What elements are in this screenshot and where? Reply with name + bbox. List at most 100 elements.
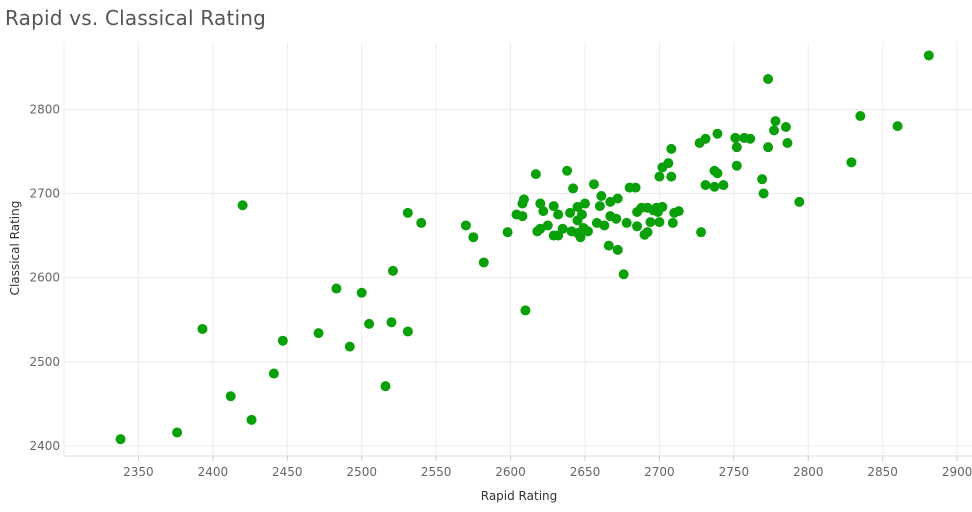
x-tick-label: 2350	[123, 465, 154, 479]
x-tick-label: 2450	[272, 465, 303, 479]
data-point	[502, 227, 513, 238]
data-point	[769, 125, 780, 136]
data-point	[763, 142, 774, 153]
data-point	[794, 196, 805, 207]
data-point	[588, 179, 599, 190]
y-tick-label: 2800	[29, 102, 60, 116]
data-point	[654, 217, 665, 228]
data-point	[709, 181, 720, 192]
data-point	[579, 198, 590, 209]
data-point	[632, 206, 643, 217]
data-point	[478, 257, 489, 268]
data-point	[197, 323, 208, 334]
data-point	[535, 198, 546, 209]
data-point	[712, 128, 723, 139]
data-point	[718, 180, 729, 191]
data-point	[542, 220, 553, 231]
data-point	[380, 381, 391, 392]
data-point	[582, 226, 593, 237]
x-tick-label: 2400	[198, 465, 229, 479]
data-point	[780, 121, 791, 132]
x-axis-label: Rapid Rating	[481, 489, 558, 503]
data-point	[386, 317, 397, 328]
data-point	[572, 201, 583, 212]
data-point	[344, 341, 355, 352]
x-tick-label: 2550	[421, 465, 452, 479]
x-tick-label: 2750	[719, 465, 750, 479]
y-tick-label: 2400	[29, 439, 60, 453]
x-axis-ticks: 2350 2400 2450 2500 2550 2600 2650 2700 2750 2800…	[123, 456, 972, 479]
data-point	[416, 217, 427, 228]
data-point	[268, 368, 279, 379]
data-point	[517, 198, 528, 209]
x-tick-label: 2800	[793, 465, 824, 479]
data-point	[603, 240, 614, 251]
data-point	[652, 206, 663, 217]
x-tick-label: 2900	[942, 465, 972, 479]
data-point	[923, 50, 934, 61]
data-point	[356, 287, 367, 298]
data-point	[621, 217, 632, 228]
chart-title: Rapid vs. Classical Rating	[5, 6, 267, 30]
data-point	[731, 142, 742, 153]
data-point	[654, 171, 665, 182]
data-point	[553, 230, 564, 241]
data-point	[666, 171, 677, 182]
data-point	[548, 201, 559, 212]
data-point	[313, 328, 324, 339]
data-point	[237, 200, 248, 211]
x-tick-label: 2600	[495, 465, 526, 479]
y-axis-label: Classical Rating	[8, 201, 22, 296]
y-tick-label: 2700	[29, 186, 60, 200]
data-point	[364, 318, 375, 329]
data-point	[511, 209, 522, 220]
data-point	[618, 269, 629, 280]
data-point	[770, 116, 781, 127]
data-points	[115, 50, 934, 445]
data-point	[745, 133, 756, 144]
data-point	[246, 414, 257, 425]
data-point	[639, 229, 650, 240]
data-point	[387, 265, 398, 276]
data-point	[657, 162, 668, 173]
data-point	[846, 157, 857, 168]
data-point	[530, 169, 541, 180]
data-point	[730, 132, 741, 143]
data-point	[611, 213, 622, 224]
data-point	[331, 283, 342, 294]
y-axis-ticks: 2400 2500 2600 2700 2800	[29, 102, 60, 453]
y-tick-label: 2600	[29, 271, 60, 285]
data-point	[612, 193, 623, 204]
data-point	[763, 74, 774, 85]
data-point	[632, 221, 643, 232]
data-point	[782, 137, 793, 148]
data-point	[277, 335, 288, 346]
data-point	[696, 227, 707, 238]
data-point	[568, 183, 579, 194]
data-point	[225, 391, 236, 402]
data-point	[630, 182, 641, 193]
data-point	[594, 201, 605, 212]
data-point	[700, 180, 711, 191]
data-point	[599, 220, 610, 231]
data-point	[553, 209, 564, 220]
data-point	[731, 160, 742, 171]
x-tick-label: 2700	[644, 465, 675, 479]
data-point	[855, 111, 866, 122]
data-point	[562, 165, 573, 176]
data-point	[666, 143, 677, 154]
data-point	[673, 206, 684, 217]
x-tick-label: 2850	[867, 465, 898, 479]
data-point	[892, 121, 903, 132]
data-point	[115, 434, 126, 445]
data-point	[402, 207, 413, 218]
data-point	[565, 207, 576, 218]
data-point	[538, 206, 549, 217]
data-point	[468, 232, 479, 243]
data-point	[532, 226, 543, 237]
data-point	[572, 215, 583, 226]
data-point	[596, 190, 607, 201]
data-point	[402, 326, 413, 337]
data-point	[575, 232, 586, 243]
